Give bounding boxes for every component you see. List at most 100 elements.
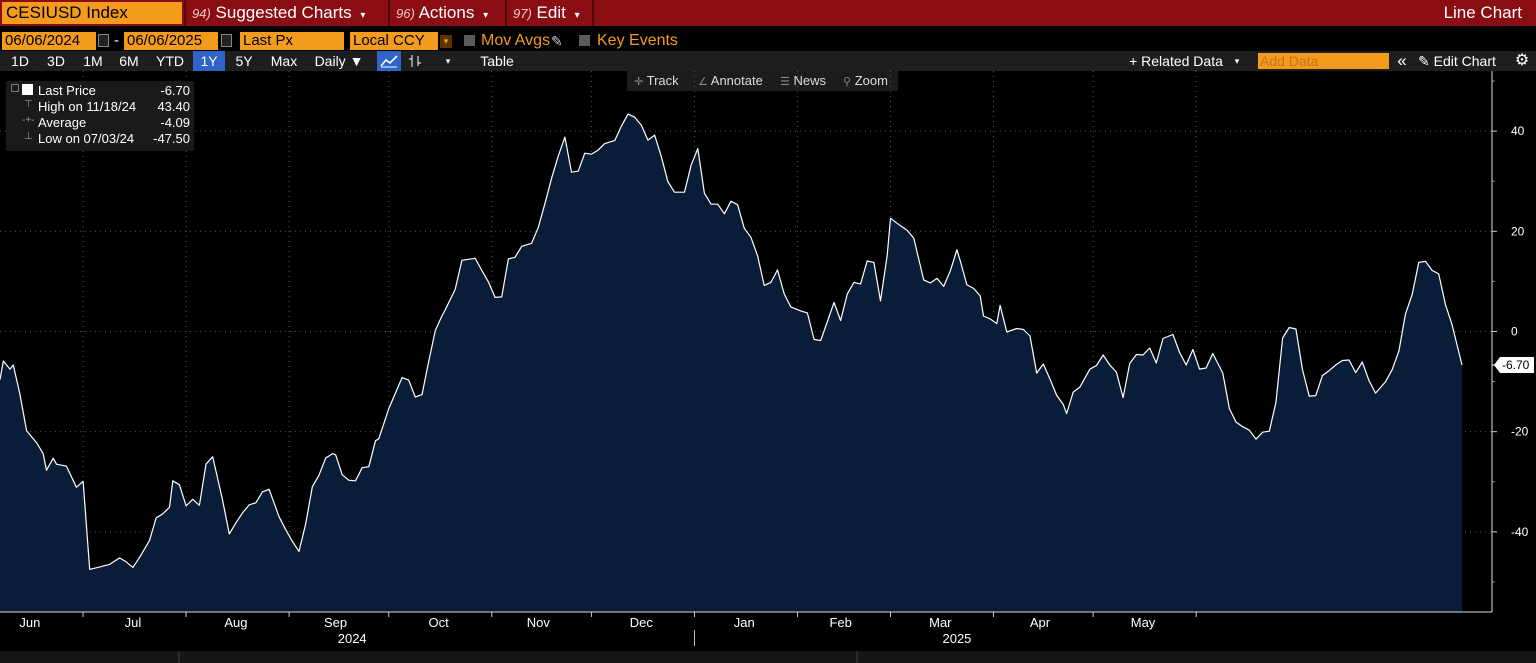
high-marker-icon: ⊤ — [24, 99, 33, 110]
start-date-field[interactable]: 06/06/2024 — [2, 32, 96, 50]
annotate-tool[interactable]: ∠ Annotate — [698, 71, 763, 91]
x-tick-label: Jan — [734, 615, 755, 630]
calendar-icon[interactable] — [98, 34, 109, 47]
price-area — [0, 114, 1462, 612]
line-chart-icon[interactable] — [377, 51, 401, 71]
x-tick-label: Oct — [428, 615, 449, 630]
y-tick-label: 0 — [1511, 324, 1518, 338]
legend-average-value: -4.09 — [160, 115, 190, 130]
legend-collapse-icon[interactable] — [11, 84, 19, 92]
crosshair-icon: ✛ — [634, 76, 644, 88]
price-chart[interactable]: 40 20 0 -20 -40 Jun Jul Aug Sep Oct Nov Dec Jan Feb Ma… — [0, 71, 1536, 651]
x-tick-label: Aug — [224, 615, 247, 630]
edit-chart-label: Edit Chart — [1433, 53, 1496, 69]
chart-legend — [6, 81, 194, 151]
period-6m-button[interactable]: 6M — [119, 53, 139, 69]
calendar-icon[interactable] — [221, 34, 232, 47]
menu-divider — [388, 0, 390, 26]
y-tick-label: 20 — [1511, 224, 1525, 238]
x-tick-label: Apr — [1030, 615, 1051, 630]
x-tick-label: Mar — [929, 615, 952, 630]
legend-average-label: Average — [38, 115, 87, 130]
year-label: 2024 — [338, 631, 367, 646]
chart-style-dropdown-icon[interactable]: ▾ — [445, 56, 451, 66]
mov-avgs-label[interactable]: Mov Avgs — [481, 32, 551, 49]
table-button[interactable]: Table — [480, 53, 514, 69]
end-date-field[interactable]: 06/06/2025 — [124, 32, 218, 50]
legend-last-price-value: -6.70 — [160, 83, 190, 98]
frequency-select[interactable]: Daily ▼ — [314, 53, 364, 69]
x-tick-label: Dec — [630, 615, 654, 630]
menu-label: Suggested Charts — [215, 3, 352, 22]
y-tick-label: 40 — [1511, 124, 1525, 138]
average-marker-icon: -+- — [22, 115, 35, 126]
zoom-tool[interactable]: ⚲ Zoom — [843, 71, 888, 91]
period-3d-button[interactable]: 3D — [47, 53, 65, 69]
x-tick-label: May — [1131, 615, 1156, 630]
legend-low-label: Low on 07/03/24 — [38, 131, 135, 146]
security-ticker-field[interactable]: CESIUSD Index — [2, 2, 182, 24]
pencil-icon[interactable]: ✎ — [551, 33, 563, 49]
track-tool[interactable]: ✛ Track — [634, 71, 679, 91]
annotate-label: Annotate — [710, 73, 763, 88]
menu-label: Edit — [536, 3, 566, 22]
menu-label: Actions — [418, 3, 475, 22]
x-tick-label: Feb — [829, 615, 851, 630]
currency-select[interactable]: Local CCY — [350, 32, 438, 50]
menu-number: 94) — [192, 6, 211, 21]
edit-menu[interactable]: 97) Edit ▾ — [513, 0, 580, 26]
period-ytd-button[interactable]: YTD — [156, 53, 184, 69]
legend-swatch — [22, 84, 33, 95]
menu-divider — [184, 0, 186, 26]
edit-chart-button[interactable]: ✎ Edit Chart — [1418, 51, 1510, 71]
status-divider — [856, 651, 858, 663]
zoom-label: Zoom — [854, 73, 888, 88]
gear-icon[interactable]: ⚙ — [1514, 52, 1530, 69]
price-field-select[interactable]: Last Px — [240, 32, 344, 50]
magnifier-icon: ⚲ — [843, 76, 852, 88]
period-1y-button[interactable]: 1Y — [193, 51, 225, 71]
x-tick-label: Jul — [125, 615, 142, 630]
pencil-icon: ✎ — [1418, 53, 1430, 69]
status-divider — [178, 651, 180, 663]
legend-low-value: -47.50 — [153, 131, 190, 146]
x-tick-label: Nov — [527, 615, 551, 630]
status-strip — [0, 651, 1536, 663]
track-label: Track — [646, 73, 679, 88]
menu-divider — [505, 0, 507, 26]
chart-type-title: Line Chart — [1443, 3, 1522, 22]
key-events-checkbox[interactable] — [579, 35, 590, 46]
news-tool[interactable]: ☰ News — [780, 71, 826, 91]
year-label: 2025 — [942, 631, 971, 646]
legend-last-price-label: Last Price — [38, 83, 96, 98]
key-events-label[interactable]: Key Events — [597, 32, 678, 49]
related-data-dropdown-icon[interactable]: ▾ — [1234, 56, 1240, 66]
price-line — [0, 113, 1463, 570]
axis-labels: 40 20 0 -20 -40 Jun Jul Aug Sep Oct Nov Dec Jan Feb Ma… — [19, 124, 1534, 646]
period-5y-button[interactable]: 5Y — [235, 53, 253, 69]
menu-number: 96) — [396, 6, 415, 21]
period-max-button[interactable]: Max — [270, 53, 298, 69]
collapse-icon[interactable]: « — [1397, 51, 1407, 70]
header-bar — [0, 0, 1536, 26]
legend-high-value: 43.40 — [157, 99, 190, 114]
menu-divider — [592, 0, 594, 26]
x-tick-label: Sep — [324, 615, 347, 630]
y-tick-label: -20 — [1511, 425, 1529, 439]
annotate-icon: ∠ — [698, 76, 708, 88]
period-1d-button[interactable]: 1D — [11, 53, 29, 69]
actions-menu[interactable]: 96) Actions ▾ — [396, 0, 488, 26]
period-1m-button[interactable]: 1M — [83, 53, 103, 69]
caret-down-icon: ▾ — [574, 10, 580, 21]
related-data-button[interactable]: + Related Data — [1129, 53, 1223, 69]
legend-high-label: High on 11/18/24 — [38, 99, 137, 114]
x-tick-label: Jun — [19, 615, 40, 630]
add-data-input[interactable] — [1258, 53, 1389, 69]
suggested-charts-menu[interactable]: 94) Suggested Charts ▾ — [192, 0, 365, 26]
mov-avgs-checkbox[interactable] — [464, 35, 475, 46]
last-value-tag-bg — [1494, 357, 1534, 374]
y-tick-label: -40 — [1511, 525, 1529, 539]
caret-down-icon: ▾ — [360, 10, 366, 21]
currency-dropdown-icon[interactable]: ▾ — [440, 35, 452, 48]
bar-chart-icon[interactable] — [404, 51, 426, 71]
